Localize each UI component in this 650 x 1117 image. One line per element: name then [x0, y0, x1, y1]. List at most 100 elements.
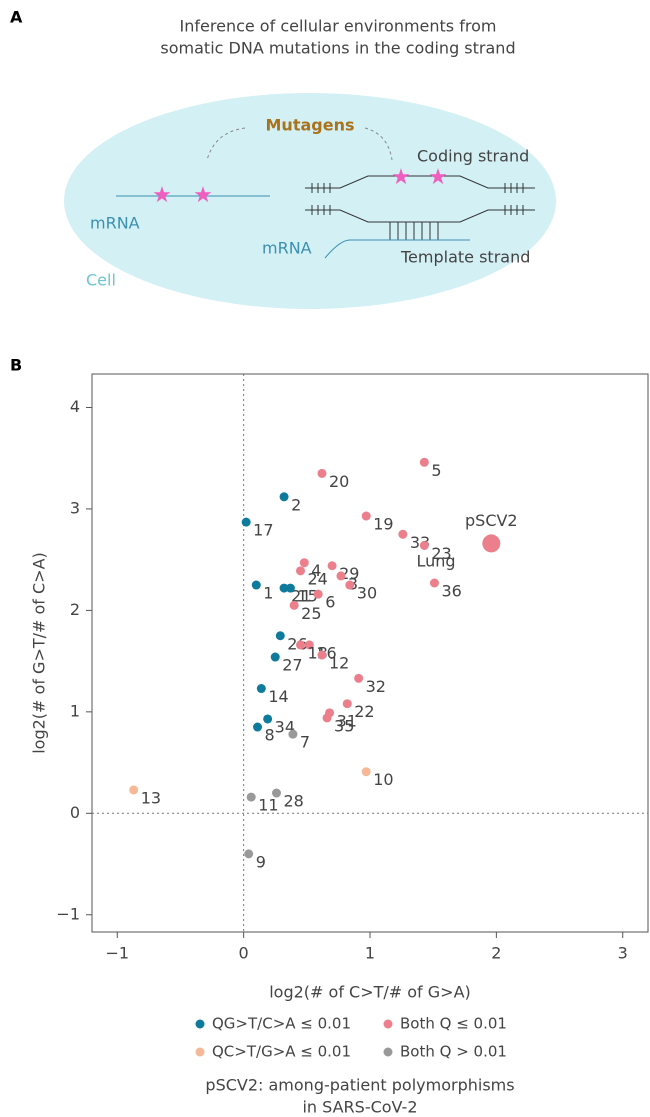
point	[279, 583, 289, 593]
y-tick-label: 0	[70, 803, 80, 822]
point	[246, 792, 256, 802]
point	[279, 492, 289, 502]
plot-frame	[91, 373, 649, 933]
x-tick-label: −1	[105, 944, 129, 963]
point-label: 25	[301, 604, 321, 623]
point	[317, 650, 327, 660]
point-label: 31	[337, 711, 357, 730]
point-label: 12	[329, 654, 349, 673]
y-tick-label: 4	[70, 397, 80, 416]
point-label: 27	[282, 656, 302, 675]
point-label: 8	[265, 726, 275, 745]
template-strand-label: Template strand	[400, 248, 530, 267]
mrna-label: mRNA	[262, 239, 312, 258]
point	[129, 785, 139, 795]
y-tick-label: 2	[70, 600, 80, 619]
point	[322, 713, 332, 723]
point	[296, 640, 305, 650]
point	[296, 566, 305, 576]
star: ★	[193, 183, 213, 208]
point-label: 6	[325, 593, 335, 612]
mrna-label: mRNA	[90, 214, 140, 233]
point	[285, 583, 295, 593]
point	[313, 589, 323, 599]
point	[342, 699, 352, 709]
panel-label: A	[10, 8, 23, 27]
y-tick-label: −1	[56, 904, 80, 923]
point	[419, 540, 429, 550]
arrow	[206, 127, 246, 161]
point-label: 7	[300, 733, 310, 752]
cell	[64, 93, 556, 309]
point	[299, 558, 309, 568]
mutagens-label: Mutagens	[266, 116, 355, 135]
y-tick-label: 1	[70, 701, 80, 720]
x-tick-label: 0	[239, 944, 249, 963]
point-label: 2	[291, 495, 301, 514]
coding-strand-label: Coding strand	[417, 147, 529, 166]
point	[289, 600, 299, 610]
point-label: 1	[263, 584, 273, 603]
point	[354, 673, 364, 683]
point-label: 13	[141, 788, 161, 807]
mrna-strand	[324, 239, 470, 259]
y-tick-label: 3	[70, 498, 80, 517]
star: ★	[428, 165, 448, 190]
x-tick-label: 2	[491, 944, 501, 963]
panel-label: B	[10, 356, 22, 375]
point-label: 30	[357, 584, 377, 603]
point-label: 20	[329, 472, 349, 491]
point	[251, 580, 261, 590]
point-label: 28	[283, 792, 303, 811]
point	[327, 561, 337, 571]
point-label: 10	[373, 770, 393, 789]
point-label: 21	[291, 587, 311, 606]
cell-label: Cell	[86, 271, 116, 290]
point	[345, 580, 355, 590]
legend-marker	[195, 1047, 205, 1057]
point	[361, 511, 371, 521]
point	[241, 517, 251, 527]
highlight-point	[482, 534, 501, 553]
point-label: 22	[354, 702, 374, 721]
x-tick-label: 3	[618, 944, 628, 963]
point-label: 24	[308, 569, 328, 588]
point	[271, 788, 281, 798]
point	[244, 849, 254, 859]
y-axis-label: log2(# of G>T/# of C>A)	[30, 552, 49, 754]
point	[256, 684, 266, 694]
base-pairs	[311, 183, 524, 240]
point	[317, 468, 327, 478]
legend-marker	[383, 1047, 393, 1057]
point-label: 11	[258, 796, 278, 815]
point	[304, 640, 314, 650]
note: in SARS-CoV-2	[302, 1098, 417, 1117]
legend-label: Both Q ≤ 0.01	[400, 1015, 507, 1033]
point-label: 17	[253, 521, 273, 540]
star: ★	[152, 183, 172, 208]
point	[398, 529, 408, 539]
star: ★	[391, 165, 411, 190]
point	[419, 457, 429, 467]
legend-label: QG>T/C>A ≤ 0.01	[212, 1015, 351, 1033]
x-axis-label: log2(# of C>T/# of G>A)	[269, 983, 471, 1002]
point-label: 5	[431, 461, 441, 480]
legend-label: Both Q > 0.01	[400, 1043, 507, 1061]
point-label: 23	[431, 544, 451, 563]
annotation: Lung	[416, 552, 455, 571]
point	[336, 571, 346, 581]
diagram-title: Inference of cellular environments from	[180, 17, 497, 36]
point-label: 15	[297, 587, 317, 606]
x-tick-label: 1	[365, 944, 375, 963]
point	[253, 722, 263, 732]
point-label: 14	[268, 687, 288, 706]
point	[275, 631, 285, 641]
point-label: 4	[311, 561, 321, 580]
point	[429, 578, 439, 588]
point-label: 35	[334, 716, 354, 735]
point-label: 9	[256, 852, 266, 871]
point	[270, 652, 280, 662]
point	[361, 767, 371, 777]
legend-marker	[195, 1019, 205, 1029]
